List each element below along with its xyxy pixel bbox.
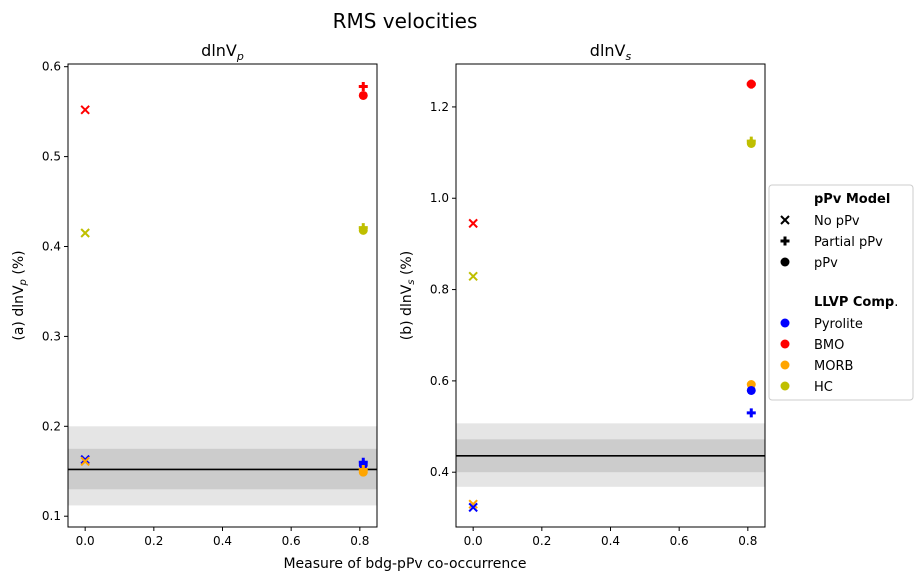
y-axis-label-suffix: (%) bbox=[399, 251, 415, 280]
y-tick-label: 1.0 bbox=[430, 191, 449, 205]
x-tick-label: 0.6 bbox=[282, 534, 301, 548]
legend-marker-bmo bbox=[780, 339, 790, 349]
subplot-title: dlnVp bbox=[201, 41, 244, 63]
y-axis-label-subscript: s bbox=[406, 279, 417, 284]
subplot-title: dlnVs bbox=[590, 41, 632, 63]
x-tick-label: 0.8 bbox=[350, 534, 369, 548]
plot-area bbox=[68, 81, 377, 506]
x-tick-label: 0.2 bbox=[532, 534, 551, 548]
y-axis-label-suffix: (%) bbox=[11, 250, 27, 279]
data-point-hc-x-1 bbox=[80, 228, 90, 238]
y-tick-label: 1.2 bbox=[430, 100, 449, 114]
legend-comp-label: BMO bbox=[814, 338, 844, 353]
legend-marker-circle bbox=[780, 257, 790, 267]
data-point-pyrolite-circle-9 bbox=[746, 385, 756, 395]
subplot-title-subscript: p bbox=[236, 50, 244, 63]
y-tick-label: 0.5 bbox=[42, 150, 61, 164]
data-point-hc-circle-7 bbox=[358, 225, 368, 235]
data-point-bmo-x-0 bbox=[80, 105, 90, 115]
data-point-bmo-plus-4 bbox=[358, 81, 368, 91]
legend-comp-title: LLVP Comp. bbox=[814, 295, 898, 310]
data-point-pyrolite-x-2 bbox=[80, 454, 90, 465]
y-tick-label: 0.2 bbox=[42, 419, 61, 433]
y-axis-label: (a) dlnVp (%) bbox=[11, 250, 29, 340]
legend: pPv Model No pPv Partial pPv pPv LLVP Comp. P… bbox=[768, 184, 914, 401]
shared-x-axis-label: Measure of bdg-pPv co-occurrence bbox=[283, 556, 526, 572]
x-tick-label: 0.4 bbox=[601, 534, 620, 548]
legend-marker-x bbox=[780, 215, 790, 225]
x-tick-label: 0.0 bbox=[76, 534, 95, 548]
data-point-morb-x-2 bbox=[468, 499, 478, 509]
legend-comp-title-suffix: . bbox=[894, 295, 898, 310]
x-tick-label: 0.0 bbox=[464, 534, 483, 548]
x-tick-label: 0.2 bbox=[144, 534, 163, 548]
subplots: 0.0 0.2 0.4 0.6 0.80.10.20.30.40.50.6dlnVp(a… bbox=[11, 41, 766, 548]
legend-comp-label: HC bbox=[814, 380, 833, 395]
legend-model-label: Partial pPv bbox=[814, 235, 883, 250]
x-tick-label: 0.6 bbox=[670, 534, 689, 548]
y-axis-label-subscript: p bbox=[18, 279, 29, 286]
y-tick-label: 0.6 bbox=[430, 374, 449, 388]
y-tick-label: 0.1 bbox=[42, 509, 61, 523]
data-point-pyrolite-x-3 bbox=[468, 502, 478, 513]
data-point-morb-x-3 bbox=[80, 456, 90, 467]
legend-marker-pyrolite bbox=[780, 318, 790, 328]
plot-area bbox=[456, 79, 765, 513]
figure-title: RMS velocities bbox=[333, 9, 478, 33]
y-tick-label: 0.3 bbox=[42, 329, 61, 343]
subplot-title-main: dlnV bbox=[201, 41, 237, 60]
data-point-hc-circle-7 bbox=[746, 138, 756, 148]
legend-model-title: pPv Model bbox=[814, 192, 890, 207]
y-tick-label: 0.6 bbox=[42, 60, 61, 74]
y-tick-label: 0.4 bbox=[430, 465, 449, 479]
legend-model-label: pPv bbox=[814, 256, 838, 271]
x-tick-label: 0.8 bbox=[738, 534, 757, 548]
data-point-pyrolite-plus-10 bbox=[746, 408, 756, 418]
y-tick-label: 0.8 bbox=[430, 283, 449, 297]
y-tick-label: 0.4 bbox=[42, 240, 61, 254]
data-point-hc-x-1 bbox=[468, 271, 478, 282]
y-axis-label-main: (a) dlnV bbox=[11, 285, 27, 341]
legend-comp-label: MORB bbox=[814, 359, 853, 374]
legend-model-label: No pPv bbox=[814, 214, 860, 229]
data-point-bmo-x-0 bbox=[468, 218, 478, 229]
legend-frame bbox=[768, 184, 914, 401]
data-point-bmo-circle-5 bbox=[746, 79, 756, 89]
y-axis-label: (b) dlnVs (%) bbox=[399, 251, 417, 340]
legend-marker-plus bbox=[780, 236, 790, 246]
x-tick-label: 0.4 bbox=[213, 534, 232, 548]
legend-marker-hc bbox=[780, 381, 790, 391]
data-point-morb-circle-11 bbox=[358, 467, 368, 477]
data-point-bmo-circle-5 bbox=[358, 90, 368, 100]
legend-marker-morb bbox=[780, 360, 790, 370]
subplot-title-subscript: s bbox=[625, 50, 631, 63]
legend-comp-title-bold: LLVP Comp bbox=[814, 295, 894, 310]
y-axis-label-main: (b) dlnV bbox=[399, 284, 415, 340]
subplot-title-main: dlnV bbox=[590, 41, 626, 60]
legend-comp-label: Pyrolite bbox=[814, 317, 863, 332]
panel-dlnvp: 0.0 0.2 0.4 0.6 0.80.10.20.30.40.50.6dlnVp(a… bbox=[11, 41, 378, 548]
